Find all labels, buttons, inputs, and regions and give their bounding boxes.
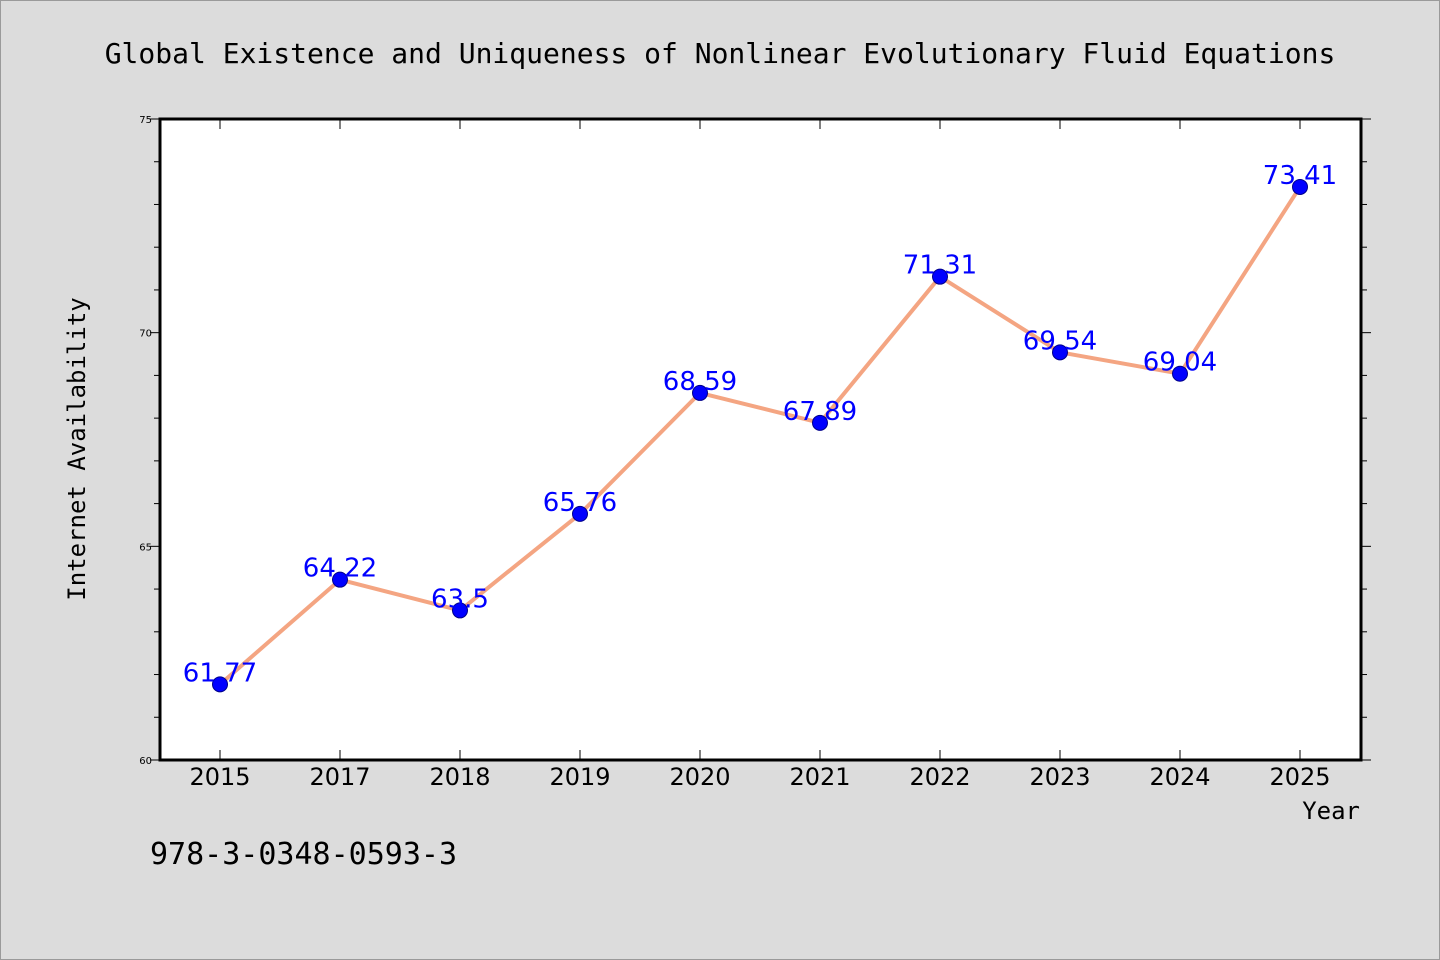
x-axis: 2015 2017 2018 2019 2020 2021 2022 2023 2024 2025 — [189, 119, 1331, 791]
data-label: 69.04 — [1143, 348, 1217, 378]
data-point — [1052, 344, 1068, 361]
isbn-footnote: 978-3-0348-0593-3 — [150, 837, 457, 872]
y-tick-label: 75 — [139, 115, 152, 126]
y-tick-label: 60 — [139, 756, 152, 767]
x-tick-label: 2015 — [189, 763, 250, 791]
data-label: 65.76 — [543, 488, 617, 518]
series-line — [218, 185, 1302, 686]
data-label: 67.89 — [783, 397, 857, 427]
x-tick-label: 2020 — [669, 763, 730, 791]
data-label: 71.31 — [903, 251, 977, 281]
data-label: 63.5 — [431, 584, 489, 614]
x-tick-label: 2018 — [429, 763, 490, 791]
data-label: 64.22 — [303, 554, 377, 584]
chart-title: Global Existence and Uniqueness of Nonli… — [105, 37, 1336, 70]
y-tick-label: 65 — [139, 542, 152, 553]
data-label: 73.41 — [1263, 161, 1337, 191]
data-labels: 61.77 64.22 63.5 65.76 68.59 67.89 71.31 69.54 6… — [183, 161, 1337, 688]
x-tick-label: 2024 — [1149, 763, 1210, 791]
data-point — [212, 676, 228, 693]
x-tick-label: 2025 — [1269, 763, 1330, 791]
data-point — [1292, 178, 1308, 195]
x-tick-label: 2022 — [909, 763, 970, 791]
data-point — [1172, 365, 1188, 382]
data-label: 61.77 — [183, 658, 257, 688]
data-point — [572, 505, 588, 522]
y-axis: 60 65 70 75 — [139, 115, 1371, 767]
x-axis-title: Year — [1302, 797, 1360, 825]
data-point — [932, 268, 948, 285]
data-point — [332, 571, 348, 588]
x-tick-label: 2023 — [1029, 763, 1090, 791]
y-tick-label: 70 — [139, 329, 152, 340]
series-markers — [212, 178, 1308, 693]
x-tick-label: 2017 — [309, 763, 370, 791]
data-point — [692, 384, 708, 401]
y-axis-title: Internet Availability — [63, 297, 91, 600]
data-point — [452, 602, 468, 619]
data-label: 69.54 — [1023, 326, 1097, 356]
x-tick-label: 2019 — [549, 763, 610, 791]
x-tick-label: 2021 — [789, 763, 850, 791]
plot-area — [158, 117, 1363, 762]
data-point — [812, 414, 828, 431]
data-label: 68.59 — [663, 367, 737, 397]
